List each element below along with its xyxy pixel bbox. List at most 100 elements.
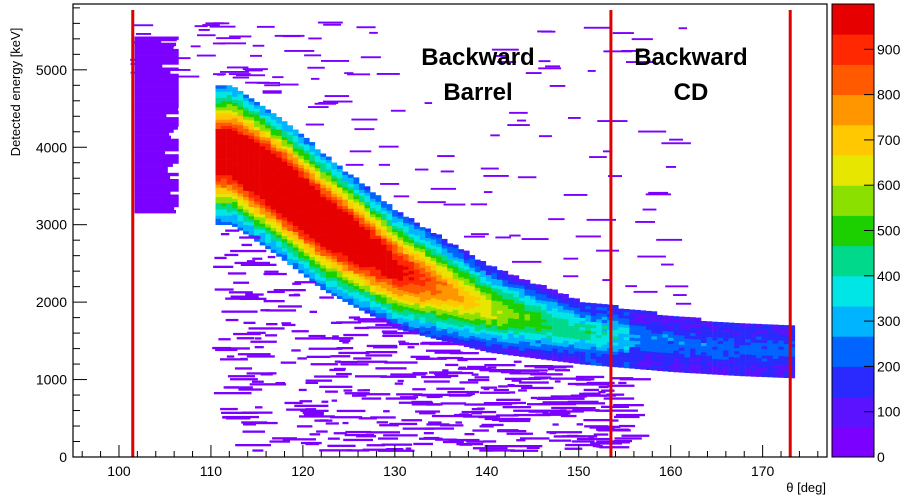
heatmap-cell [656, 321, 663, 325]
heatmap-cell [215, 196, 222, 201]
heatmap-cell [292, 191, 299, 195]
heatmap-cell [248, 175, 255, 180]
heatmap-cell [276, 253, 282, 257]
heatmap-cell [381, 330, 398, 333]
heatmap-cell [690, 357, 696, 361]
heatmap-cell [319, 419, 329, 422]
heatmap-cell [375, 223, 382, 227]
heatmap-cell [712, 343, 718, 347]
heatmap-cell [706, 352, 713, 356]
heatmap-cell [359, 248, 365, 252]
heatmap-cell [410, 355, 430, 358]
heatmap-cell [292, 145, 299, 149]
heatmap-cell [215, 119, 222, 123]
heatmap-cell [141, 46, 170, 49]
heatmap-cell [552, 345, 558, 349]
heatmap-cell [498, 419, 531, 423]
heatmap-cell [414, 327, 420, 332]
heatmap-cell [298, 257, 305, 261]
heatmap-cell [756, 348, 762, 353]
heatmap-cell [364, 248, 371, 252]
heatmap-cell [474, 290, 481, 294]
heatmap-cell [575, 383, 609, 386]
heatmap-cell [309, 275, 316, 279]
heatmap-cell [149, 59, 176, 61]
heatmap-cell [552, 301, 558, 306]
heatmap-cell [656, 352, 663, 356]
heatmap-cell [342, 289, 349, 293]
heatmap-cell [436, 293, 442, 297]
heatmap-cell [281, 121, 288, 125]
heatmap-cell [524, 301, 531, 305]
heatmap-cell [375, 207, 382, 211]
heatmap-cell [783, 337, 790, 341]
heatmap-cell [221, 190, 227, 194]
heatmap-cell [364, 276, 371, 280]
heatmap-cell [269, 440, 290, 443]
heatmap-cell [265, 227, 271, 231]
heatmap-cell [222, 416, 251, 419]
heatmap-cell [447, 330, 453, 334]
heatmap-cell [447, 308, 453, 312]
heatmap-cell [254, 188, 260, 193]
heatmap-cell [309, 433, 321, 436]
heatmap-cell [259, 232, 266, 237]
heatmap-cell [614, 437, 642, 440]
heatmap-cell [557, 333, 564, 337]
heatmap-cell [215, 88, 222, 92]
heatmap-cell [574, 335, 580, 339]
heatmap-cell [259, 158, 266, 162]
heatmap-cell [414, 287, 420, 291]
heatmap-cell [634, 331, 641, 335]
heatmap-cell [552, 289, 558, 293]
heatmap-cell [414, 309, 420, 313]
heatmap-cell [463, 266, 470, 270]
heatmap-cell [392, 296, 398, 301]
heatmap-cell [226, 85, 233, 89]
heatmap-cell [403, 232, 409, 236]
heatmap-cell [381, 256, 387, 261]
heatmap-cell [414, 272, 420, 276]
heatmap-cell [750, 326, 757, 331]
heatmap-cell [734, 335, 740, 339]
heatmap-cell [237, 97, 244, 101]
heatmap-cell [221, 88, 227, 92]
heatmap-cell [134, 123, 179, 127]
heatmap-cell [325, 252, 332, 257]
heatmap-cell [447, 283, 453, 287]
heatmap-cell [379, 424, 399, 427]
heatmap-cell [243, 159, 249, 163]
heatmap-cell [590, 343, 597, 347]
heatmap-cell [303, 172, 310, 176]
heatmap-cell [403, 300, 409, 304]
heatmap-cell [228, 291, 253, 294]
heatmap-cell [325, 190, 332, 195]
heatmap-cell [491, 291, 498, 295]
heatmap-cell [667, 328, 674, 332]
heatmap-cell [469, 273, 476, 278]
heatmap-cell [243, 178, 249, 182]
heatmap-cell [496, 329, 503, 333]
heatmap-cell [563, 343, 569, 347]
heatmap-cell [428, 421, 442, 424]
heatmap-cell [513, 334, 520, 338]
heatmap-cell [425, 253, 431, 257]
heatmap-cell [695, 329, 702, 334]
heatmap-cell [364, 245, 371, 249]
heatmap-cell [415, 357, 447, 360]
heatmap-cell [496, 307, 503, 311]
heatmap-cell [756, 354, 762, 359]
heatmap-cell [519, 291, 525, 295]
heatmap-cell [276, 213, 282, 217]
heatmap-cell [563, 349, 569, 354]
heatmap-cell [248, 166, 255, 170]
heatmap-cell [364, 201, 371, 206]
heatmap-cell [370, 306, 376, 311]
heatmap-cell [392, 312, 398, 316]
heatmap-cell [303, 268, 310, 272]
heatmap-cell [392, 216, 398, 220]
heatmap-cell [298, 158, 305, 162]
heatmap-cell [281, 152, 288, 156]
heatmap-cell [596, 350, 602, 354]
heatmap-cell [237, 217, 244, 222]
